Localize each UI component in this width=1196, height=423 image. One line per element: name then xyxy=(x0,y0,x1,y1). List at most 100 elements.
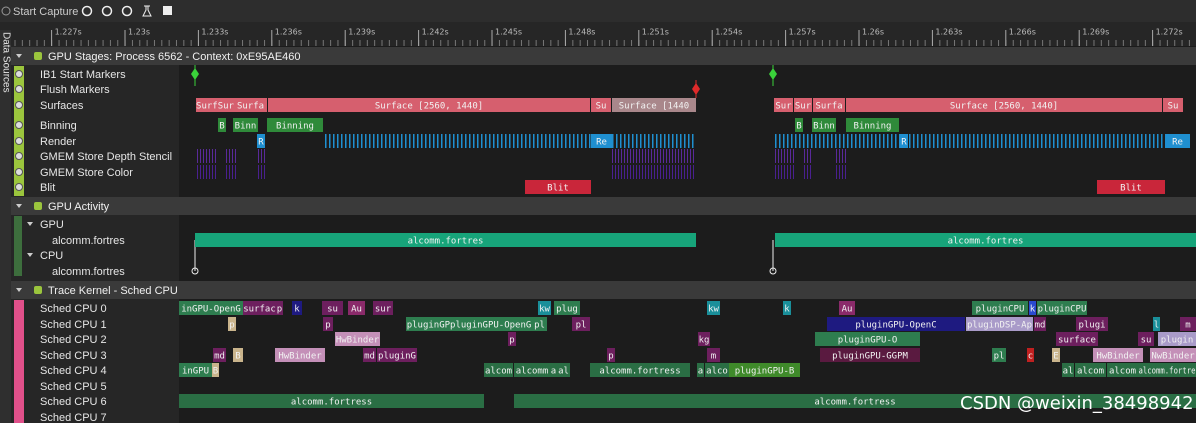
stripe xyxy=(429,134,431,148)
block xyxy=(323,317,333,331)
block xyxy=(406,317,532,331)
stripe xyxy=(612,149,613,163)
stripe xyxy=(203,165,204,179)
stripe xyxy=(589,134,591,148)
stripe xyxy=(509,134,511,148)
block-label: HwBinder xyxy=(336,336,380,346)
tool-icon[interactable] xyxy=(81,5,93,17)
block xyxy=(1027,348,1034,362)
stripe xyxy=(879,134,881,148)
block xyxy=(572,317,590,331)
stripe xyxy=(640,134,642,148)
ruler-label: 1.236s xyxy=(275,28,302,37)
ruler-label: 1.26s xyxy=(862,28,884,37)
stripe xyxy=(345,134,347,148)
block-label: SurfSur xyxy=(196,102,235,112)
stripe xyxy=(656,134,658,148)
stripe xyxy=(389,134,391,148)
stripe xyxy=(684,149,685,163)
block-label: md xyxy=(1035,321,1046,331)
tool-icon[interactable] xyxy=(121,5,133,17)
stripe xyxy=(618,165,619,179)
tool-icon[interactable] xyxy=(142,5,152,17)
block xyxy=(257,134,265,148)
stripe xyxy=(929,134,931,148)
start-capture[interactable]: Start Capture xyxy=(13,6,78,18)
stripe xyxy=(1149,134,1151,148)
block-label: pluginCPU xyxy=(976,305,1025,315)
stripe xyxy=(365,134,367,148)
stripe xyxy=(537,134,539,148)
stripe xyxy=(831,134,833,148)
stripe xyxy=(675,149,676,163)
block xyxy=(508,332,516,346)
stripe xyxy=(784,165,785,179)
stripe xyxy=(258,149,259,163)
row-label: Sched CPU 3 xyxy=(40,350,107,362)
ruler-label: 1.263s xyxy=(935,28,962,37)
stripe xyxy=(791,134,793,148)
block xyxy=(1076,317,1108,331)
block-label: p xyxy=(325,321,330,331)
stripe xyxy=(636,165,637,179)
section-strip xyxy=(14,66,24,196)
block-label: Sur xyxy=(795,102,812,112)
stripe xyxy=(639,149,640,163)
block-label: Au xyxy=(351,305,362,315)
stripe xyxy=(969,134,971,148)
capture-icon[interactable] xyxy=(1,6,11,16)
stripe xyxy=(473,134,475,148)
stripe xyxy=(1085,134,1087,148)
stripe xyxy=(989,134,991,148)
block-label: HwBinder xyxy=(278,352,322,362)
block xyxy=(322,301,343,315)
stripe xyxy=(807,149,808,163)
stripe xyxy=(804,149,805,163)
add-icon[interactable] xyxy=(163,6,172,15)
stripe xyxy=(1001,134,1003,148)
stripe xyxy=(1033,134,1035,148)
stripe xyxy=(229,165,230,179)
stripe xyxy=(1093,134,1095,148)
stripe xyxy=(203,149,204,163)
block xyxy=(846,118,899,132)
block xyxy=(827,317,965,331)
block-label: kw xyxy=(708,305,719,315)
stripe xyxy=(417,134,419,148)
stripe xyxy=(1057,134,1059,148)
ruler-label: 1.23s xyxy=(128,28,150,37)
android-icon xyxy=(34,286,42,294)
stripe xyxy=(1005,134,1007,148)
stripe xyxy=(687,149,688,163)
stripe xyxy=(1049,134,1051,148)
block xyxy=(1163,98,1183,112)
block-label: kg xyxy=(699,336,710,346)
block xyxy=(839,301,855,315)
stripe xyxy=(636,149,637,163)
block-label: pluginCPU xyxy=(1038,305,1087,315)
row-label: Render xyxy=(40,136,76,148)
block xyxy=(554,301,580,315)
stripe xyxy=(810,149,811,163)
block xyxy=(373,301,393,315)
block xyxy=(234,98,267,112)
stripe xyxy=(693,149,694,163)
block-label: alcom xyxy=(485,367,512,377)
side-tab[interactable] xyxy=(0,30,11,423)
block-label: alcomm.fortres xyxy=(948,237,1024,247)
block-label: alcom xyxy=(1077,367,1104,377)
stripe xyxy=(1009,134,1011,148)
ruler-label: 1.257s xyxy=(789,28,816,37)
block-label: inGPU-OpenG xyxy=(181,305,241,315)
block xyxy=(729,363,800,377)
tool-icon[interactable] xyxy=(101,5,113,17)
block-label: Binn xyxy=(235,122,257,132)
stripe xyxy=(790,165,791,179)
block-label: R xyxy=(901,138,907,148)
row-label: IB1 Start Markers xyxy=(40,69,126,81)
stripe xyxy=(585,134,587,148)
side-tab-label[interactable]: Data Sources xyxy=(0,32,11,93)
block xyxy=(774,98,793,112)
stripe xyxy=(349,134,351,148)
stripe xyxy=(1045,134,1047,148)
